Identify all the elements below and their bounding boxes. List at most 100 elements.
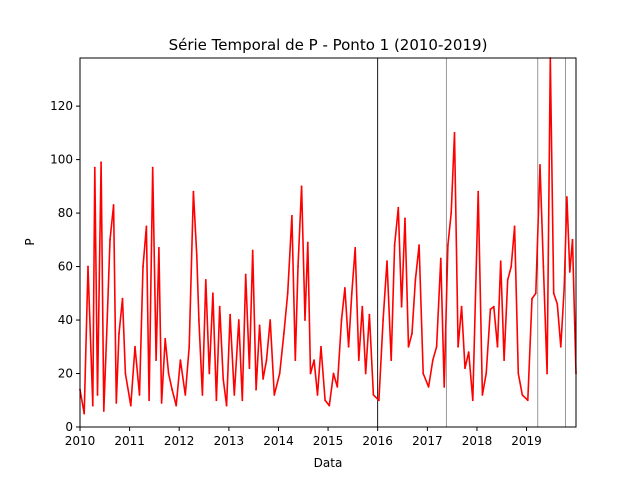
- data-point: [534, 292, 537, 295]
- data-point: [400, 305, 403, 308]
- data-point: [237, 319, 240, 321]
- data-point: [251, 249, 254, 252]
- data-point: [404, 217, 406, 220]
- data-point: [184, 394, 187, 396]
- data-point: [197, 319, 200, 321]
- data-point: [546, 372, 548, 375]
- data-point: [539, 164, 541, 166]
- data-point: [556, 303, 559, 305]
- x-axis-label: Data: [314, 456, 343, 470]
- data-point: [195, 254, 198, 257]
- data-point: [347, 345, 350, 348]
- plot-area: [79, 57, 577, 427]
- data-point: [332, 372, 335, 375]
- data-point: [175, 404, 178, 407]
- data-point: [386, 260, 388, 263]
- data-point: [208, 372, 211, 375]
- data-point: [499, 260, 502, 263]
- data-point: [218, 305, 221, 308]
- data-point: [439, 257, 442, 260]
- data-point: [397, 206, 400, 209]
- data-point: [192, 190, 195, 193]
- data-point: [244, 273, 247, 276]
- x-tick-label: 2013: [214, 434, 245, 448]
- y-tick-label: 60: [58, 260, 73, 274]
- data-point: [286, 292, 289, 295]
- data-point: [304, 319, 306, 321]
- data-point: [297, 265, 299, 268]
- data-point: [164, 337, 167, 340]
- y-axis: 0 20 40 60 80 100 120: [50, 99, 80, 434]
- data-point: [489, 308, 492, 311]
- data-point: [269, 319, 272, 321]
- y-tick-label: 80: [58, 206, 73, 220]
- data-point: [106, 319, 109, 321]
- data-point: [83, 412, 86, 415]
- data-point: [265, 359, 268, 362]
- data-point: [273, 394, 276, 396]
- data-point: [300, 185, 303, 188]
- data-point: [291, 214, 293, 217]
- data-point: [134, 345, 136, 348]
- data-point: [138, 394, 141, 396]
- x-tick-label: 2012: [164, 434, 195, 448]
- x-tick-label: 2014: [263, 434, 294, 448]
- y-tick-label: 40: [58, 313, 73, 327]
- data-point: [563, 287, 566, 289]
- data-point: [155, 359, 157, 362]
- data-point: [552, 292, 555, 295]
- data-point: [506, 279, 509, 281]
- data-point: [427, 385, 430, 388]
- data-point: [96, 394, 99, 396]
- data-point: [340, 319, 343, 321]
- data-point: [109, 238, 111, 241]
- data-point: [559, 345, 562, 348]
- chart-title: Série Temporal de P - Ponto 1 (2010-2019…: [169, 36, 488, 54]
- data-point: [372, 394, 375, 396]
- data-point: [431, 359, 434, 362]
- data-point: [87, 265, 89, 268]
- data-point: [565, 196, 568, 198]
- data-point: [167, 372, 170, 375]
- data-point: [225, 404, 228, 407]
- data-point: [517, 372, 520, 375]
- data-point: [443, 385, 446, 388]
- data-point: [464, 367, 466, 370]
- data-point: [571, 238, 574, 241]
- data-point: [145, 225, 148, 228]
- y-axis-label: P: [23, 238, 37, 245]
- data-point: [316, 394, 319, 396]
- data-point: [248, 367, 251, 370]
- data-point: [471, 399, 474, 402]
- data-point: [411, 332, 413, 335]
- data-point: [526, 399, 529, 402]
- data-point: [148, 399, 151, 402]
- data-point: [204, 279, 207, 281]
- x-tick-label: 2015: [313, 434, 344, 448]
- data-point: [542, 265, 545, 268]
- data-point: [467, 351, 470, 354]
- data-point: [361, 305, 364, 308]
- data-point: [364, 372, 367, 375]
- data-point: [283, 332, 285, 335]
- data-point: [503, 359, 506, 362]
- data-point: [201, 394, 204, 396]
- data-point: [112, 204, 115, 206]
- data-point: [354, 246, 357, 249]
- data-point: [160, 402, 163, 404]
- data-point: [521, 394, 524, 396]
- data-point: [121, 297, 124, 300]
- data-point: [477, 190, 480, 193]
- x-axis: 2010 2011 2012 2013 2014 2015 2016 2017 2018 2019: [65, 427, 542, 448]
- data-point: [91, 404, 94, 407]
- y-tick-label: 20: [58, 367, 73, 381]
- data-point: [306, 241, 309, 244]
- data-point: [100, 161, 102, 164]
- data-point: [255, 388, 257, 391]
- data-point: [229, 313, 232, 316]
- data-point: [151, 166, 154, 169]
- data-point: [258, 324, 261, 327]
- data-point: [393, 244, 396, 247]
